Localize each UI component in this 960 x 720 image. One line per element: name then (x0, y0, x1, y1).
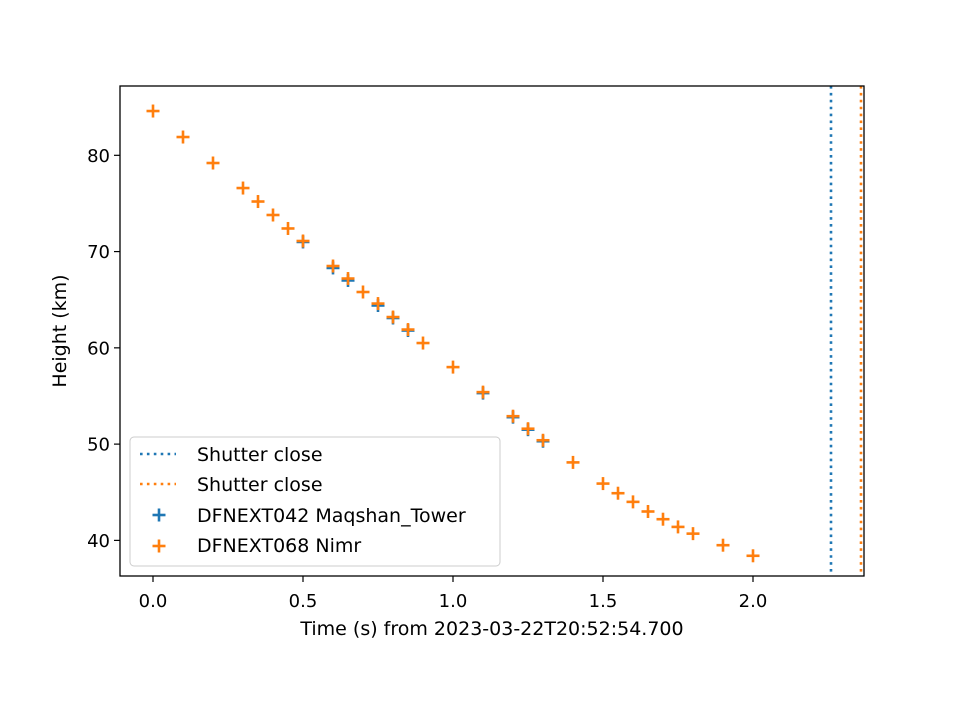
data-point-series-2 (641, 505, 655, 519)
data-point-series-2 (716, 538, 730, 552)
data-point-series-2 (566, 455, 580, 469)
x-tick-label: 0.0 (139, 591, 168, 612)
data-point-series-2 (536, 433, 550, 447)
x-tick-label: 1.0 (439, 591, 468, 612)
x-tick-label: 2.0 (739, 591, 768, 612)
data-point-series-2 (521, 422, 535, 436)
data-point-series-2 (596, 477, 610, 491)
y-tick-label: 60 (87, 338, 110, 359)
data-point-series-2 (281, 221, 295, 235)
x-tick-label: 0.5 (289, 591, 318, 612)
data-point-series-2 (446, 360, 460, 374)
data-point-series-2 (251, 195, 265, 209)
legend-marker-glyph (152, 508, 166, 522)
data-point-series-2 (341, 272, 355, 286)
data-point-series-2 (206, 156, 220, 170)
y-tick-label: 70 (87, 242, 110, 263)
legend-label-dfnext068: DFNEXT068 Nimr (197, 535, 361, 557)
data-point-series-2 (656, 512, 670, 526)
x-axis: 0.0 0.5 1.0 1.5 2.0 (139, 576, 768, 612)
data-point-series-2 (371, 297, 385, 311)
data-point-series-2 (626, 495, 640, 509)
legend-marker-dfnext042 (152, 508, 166, 522)
y-axis: 40 50 60 70 80 (87, 146, 120, 552)
data-point-series-2 (611, 486, 625, 500)
data-point-series-2 (356, 285, 370, 299)
data-point-series-2 (416, 336, 430, 350)
data-point-series-2 (176, 130, 190, 144)
legend-label-shutter-close-1: Shutter close (197, 444, 323, 466)
data-point-series-2 (146, 104, 160, 118)
data-point-series-2 (296, 234, 310, 248)
data-point-series-2 (266, 208, 280, 222)
x-tick-label: 1.5 (589, 591, 618, 612)
legend-label-dfnext042: DFNEXT042 Maqshan_Tower (197, 505, 466, 527)
data-point-series-2 (746, 549, 760, 563)
legend-label-shutter-close-2: Shutter close (197, 474, 323, 496)
y-tick-label: 40 (87, 531, 110, 552)
data-point-series-2 (476, 385, 490, 399)
data-point-series-2 (236, 181, 250, 195)
legend-box (129, 436, 501, 567)
legend: Shutter close Shutter close DFNEXT042 Ma… (129, 436, 501, 567)
legend-marker-dfnext068 (152, 539, 166, 553)
data-point-series-2 (326, 259, 340, 273)
legend-marker-glyph (152, 539, 166, 553)
data-point-series-2 (401, 323, 415, 337)
data-point-series-2 (506, 409, 520, 423)
y-tick-label: 80 (87, 146, 110, 167)
x-axis-label: Time (s) from 2023-03-22T20:52:54.700 (299, 618, 683, 640)
data-point-series-2 (386, 310, 400, 324)
data-point-series-2 (686, 527, 700, 541)
y-axis-label: Height (km) (49, 274, 71, 387)
plot-frame (119, 85, 865, 577)
y-tick-label: 50 (87, 435, 110, 456)
data-point-series-2 (671, 520, 685, 534)
data-points (146, 104, 760, 563)
shutter-lines (829, 86, 863, 576)
